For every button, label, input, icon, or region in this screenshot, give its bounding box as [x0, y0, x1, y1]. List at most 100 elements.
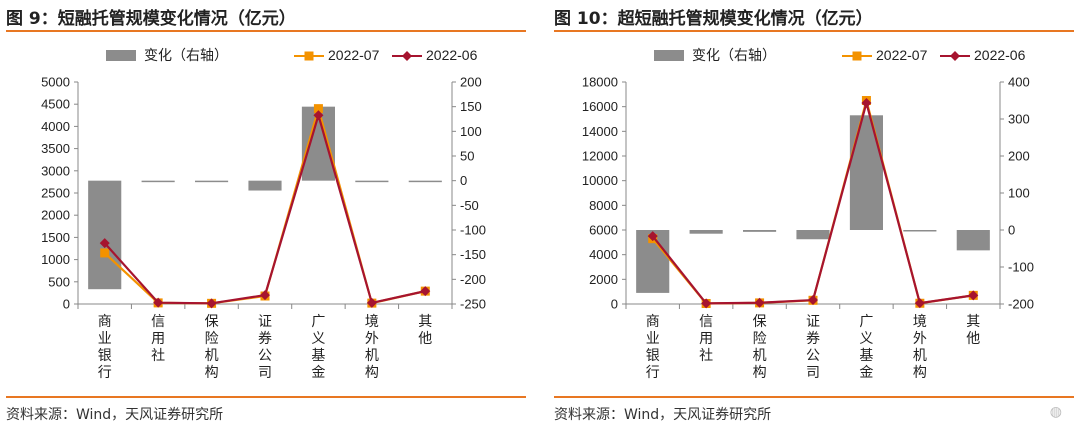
title-rule: [6, 30, 526, 32]
category-label: 商业银行: [646, 313, 660, 380]
chart-title: 图 9：短融托管规模变化情况（亿元）: [6, 9, 296, 29]
right-tick-label: 400: [1008, 75, 1030, 90]
point-marker: [366, 297, 377, 308]
legend-label: 2022-06: [426, 47, 478, 63]
category-label: 证券公司: [258, 313, 272, 380]
bar: [956, 230, 990, 251]
left-tick-label: 5000: [41, 75, 70, 90]
category-label: 证券公司: [806, 313, 820, 380]
legend-swatch-marker: [304, 51, 314, 61]
point-marker: [808, 295, 818, 306]
point-marker: [647, 231, 658, 242]
point-marker: [260, 290, 270, 301]
left-tick-label: 8000: [589, 198, 618, 213]
left-tick-label: 18000: [582, 75, 618, 90]
left-tick-label: 2500: [41, 186, 70, 201]
right-tick-label: 200: [1008, 149, 1030, 164]
left-tick-label: 1500: [41, 230, 70, 245]
category-label: 信用社: [151, 313, 165, 363]
bar: [195, 180, 229, 183]
right-tick-label: 200: [460, 75, 482, 90]
point-marker: [313, 104, 323, 114]
point-marker: [99, 238, 110, 249]
left-tick-label: 6000: [589, 223, 618, 238]
category-label: 境外机构: [913, 313, 927, 380]
title-rule: [554, 30, 1074, 32]
source-rule: [6, 396, 526, 398]
series-line: [103, 104, 426, 305]
watermark-logo: ◍: [1049, 404, 1062, 420]
left-tick-label: 0: [611, 297, 618, 312]
point-marker: [968, 290, 979, 301]
left-tick-label: 0: [63, 297, 70, 312]
left-tick-label: 16000: [582, 99, 618, 114]
chart-title: 图 10：超短融托管规模变化情况（亿元）: [554, 9, 873, 29]
bar: [689, 230, 723, 234]
source-note: 资料来源：Wind，天风证券研究所: [554, 407, 772, 423]
point-marker: [914, 298, 925, 309]
legend: 变化（右轴） 2022-07 2022-06: [654, 47, 1026, 63]
category-label: 保险机构: [753, 313, 767, 380]
bar: [248, 180, 282, 191]
right-tick-label: -50: [460, 198, 479, 213]
left-tick-label: 10000: [582, 173, 618, 188]
left-tick-label: 3000: [41, 163, 70, 178]
legend-label: 变化（右轴）: [692, 47, 776, 63]
bar: [355, 180, 389, 183]
left-tick-label: 2000: [589, 272, 618, 287]
source-rule: [554, 396, 1074, 398]
point-marker: [420, 286, 431, 297]
point-marker: [153, 297, 164, 308]
point-marker: [701, 298, 712, 309]
category-label: 广义基金: [311, 313, 325, 380]
right-tick-label: 0: [1008, 223, 1015, 238]
right-tick-label: -200: [460, 272, 486, 287]
category-label: 其他: [418, 313, 432, 346]
point-marker: [206, 298, 217, 309]
legend-swatch-marker: [402, 51, 412, 61]
right-tick-label: 300: [1008, 112, 1030, 127]
right-tick-label: -250: [460, 297, 486, 312]
bar: [903, 230, 937, 232]
category-label: 信用社: [699, 313, 713, 363]
left-tick-label: 12000: [582, 149, 618, 164]
left-tick-label: 1000: [41, 252, 70, 267]
point-marker: [754, 297, 765, 308]
legend-swatch-bar: [106, 50, 136, 61]
category-label: 商业银行: [98, 313, 112, 380]
legend: 变化（右轴） 2022-07 2022-06: [106, 47, 478, 63]
chart-panel-left: 图 9：短融托管规模变化情况（亿元） 0 500 1000 1500 2000 2500 3…: [6, 0, 526, 432]
left-tick-label: 4500: [41, 97, 70, 112]
legend-label: 2022-06: [974, 47, 1026, 63]
right-tick-label: -100: [460, 223, 486, 238]
right-tick-label: 50: [460, 149, 474, 164]
series-line: [651, 96, 974, 305]
left-tick-label: 3500: [41, 141, 70, 156]
left-tick-label: 14000: [582, 124, 618, 139]
chart-svg: 0500100015002000250030003500400045005000…: [41, 47, 486, 380]
legend-swatch-marker: [852, 51, 862, 61]
right-tick-label: -100: [1008, 260, 1034, 275]
chart-svg: 0200040006000800010000120001400016000180…: [582, 47, 1034, 380]
left-tick-label: 4000: [589, 247, 618, 262]
bar: [88, 180, 122, 290]
source-note: 资料来源：Wind，天风证券研究所: [6, 407, 224, 423]
category-label: 保险机构: [205, 313, 219, 380]
legend-label: 2022-07: [876, 47, 928, 63]
bar: [796, 230, 830, 240]
right-tick-label: 100: [460, 124, 482, 139]
right-tick-label: -200: [1008, 297, 1034, 312]
series-line: [103, 111, 426, 305]
right-tick-label: -150: [460, 247, 486, 262]
legend-label: 变化（右轴）: [144, 47, 228, 63]
bar: [408, 180, 442, 183]
right-tick-label: 0: [460, 173, 467, 188]
chart-panel-right: 图 10：超短融托管规模变化情况（亿元） 0 2000 4000 6000 8000 10…: [554, 0, 1074, 432]
left-tick-label: 4000: [41, 119, 70, 134]
legend-swatch-bar: [654, 50, 684, 61]
category-label: 广义基金: [859, 313, 873, 380]
legend-label: 2022-07: [328, 47, 380, 63]
right-tick-label: 150: [460, 99, 482, 114]
point-marker: [100, 248, 110, 258]
left-tick-label: 2000: [41, 208, 70, 223]
